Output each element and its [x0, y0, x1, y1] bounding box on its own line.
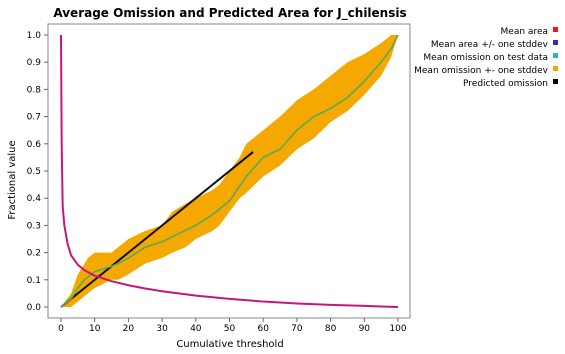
- chart-title: Average Omission and Predicted Area for …: [53, 6, 406, 21]
- legend-swatch: [553, 79, 558, 84]
- x-axis-label: Cumulative threshold: [176, 339, 283, 350]
- legend: Mean area Mean area +/- one stddev Mean om…: [414, 27, 558, 89]
- x-tick-label: 100: [389, 324, 406, 334]
- y-axis-label: Fractional value: [7, 140, 18, 219]
- x-tick-label: 40: [190, 324, 202, 334]
- x-tick-label: 30: [156, 324, 168, 334]
- y-tick-label: 0.5: [27, 167, 41, 177]
- x-tick-label: 60: [257, 324, 269, 334]
- legend-swatch: [553, 53, 558, 58]
- legend-swatch: [553, 40, 558, 45]
- y-tick-label: 0.8: [27, 85, 42, 95]
- y-tick-label: 0.1: [27, 276, 41, 286]
- x-tick-label: 90: [359, 324, 371, 334]
- legend-swatch: [553, 27, 558, 32]
- legend-label: Mean omission +- one stddev: [414, 66, 549, 76]
- legend-label: Mean area +/- one stddev: [431, 40, 549, 50]
- mean-area-line: [60, 34, 399, 308]
- x-tick-label: 80: [325, 324, 337, 334]
- axes: 0 10 20 30 40 50 60 70 80 90 100 0.0 0.1 0.2 0.3 0.4 0.5…: [27, 23, 411, 334]
- x-tick-label: 50: [224, 324, 236, 334]
- x-tick-label: 70: [291, 324, 303, 334]
- mean-omission-line: [60, 34, 399, 308]
- legend-label: Mean omission on test data: [423, 53, 548, 63]
- y-tick-label: 1.0: [27, 31, 42, 41]
- predicted-omission-line: [60, 151, 254, 308]
- legend-swatch: [553, 66, 558, 71]
- plot-area: [48, 24, 410, 318]
- y-tick-label: 0.3: [27, 221, 41, 231]
- y-tick-label: 0.4: [27, 194, 42, 204]
- legend-label: Mean area: [501, 27, 548, 37]
- y-tick-label: 0.9: [27, 58, 42, 68]
- x-tick-label: 20: [123, 324, 135, 334]
- y-tick-label: 0.7: [27, 113, 41, 123]
- legend-label: Predicted omission: [463, 79, 548, 89]
- y-tick-label: 0.2: [27, 249, 41, 259]
- x-tick-label: 0: [58, 324, 64, 334]
- y-tick-label: 0.6: [27, 140, 42, 150]
- y-tick-label: 0.0: [27, 303, 42, 313]
- x-tick-label: 10: [89, 324, 101, 334]
